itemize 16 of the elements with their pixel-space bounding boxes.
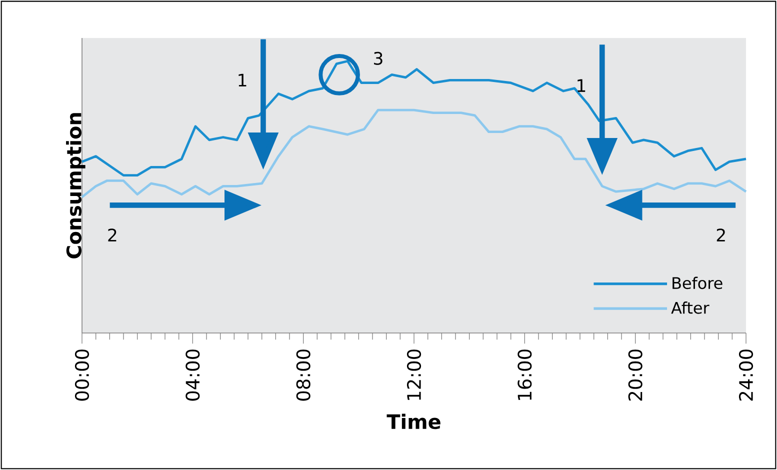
x-tick-label: 24:00 bbox=[738, 350, 754, 401]
legend-label: Before bbox=[672, 276, 722, 290]
annotation: 1 bbox=[578, 79, 586, 92]
annotation: 3 bbox=[374, 52, 382, 65]
x-axis-title: Time bbox=[386, 414, 440, 430]
y-axis-title: Consumption bbox=[66, 113, 86, 258]
x-tick-label: 16:00 bbox=[518, 350, 532, 400]
x-tick-label: 12:00 bbox=[406, 350, 422, 400]
annotation: 1 bbox=[238, 74, 246, 86]
x-tick-label: 20:00 bbox=[628, 350, 642, 401]
x-tick-label: 04:00 bbox=[186, 350, 200, 401]
x-tick-label: 00:00 bbox=[74, 350, 90, 401]
annotation: 2 bbox=[716, 228, 725, 242]
x-tick-label: 08:00 bbox=[296, 350, 310, 401]
legend-label: After bbox=[671, 302, 710, 314]
annotation: 2 bbox=[108, 228, 116, 242]
